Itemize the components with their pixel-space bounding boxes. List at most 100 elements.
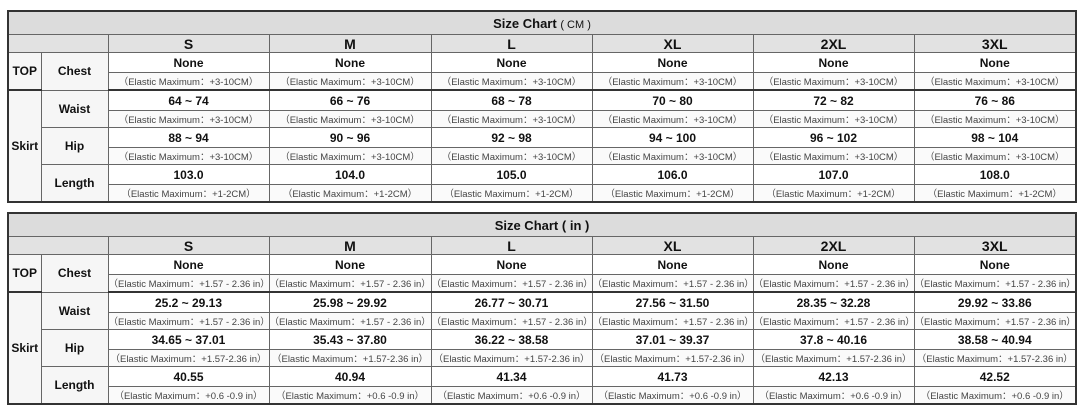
- elastic-note: （Elastic Maximum：+1.57-2.36 in）: [752, 349, 915, 367]
- elastic-note: （Elastic Maximum：+1.57 - 2.36 in）: [591, 274, 754, 293]
- measure-value: 68 ~ 78: [430, 89, 593, 111]
- elastic-note: （Elastic Maximum：+3-10CM）: [430, 147, 593, 165]
- measure-value: 107.0: [752, 164, 915, 185]
- note-row: （Elastic Maximum：+1.57 - 2.36 in） （Elasti…: [8, 274, 1077, 293]
- elastic-note: （Elastic Maximum：+1.57-2.36 in）: [913, 349, 1077, 367]
- size-header-3xl: 3XL: [913, 34, 1077, 53]
- elastic-note: （Elastic Maximum：+0.6 -0.9 in）: [752, 386, 915, 405]
- note-row: （Elastic Maximum：+1-2CM） （Elastic Maximum…: [8, 184, 1077, 203]
- measure-value: 29.92 ~ 33.86: [913, 291, 1077, 313]
- elastic-note: （Elastic Maximum：+3-10CM）: [591, 110, 754, 128]
- elastic-note: （Elastic Maximum：+3-10CM）: [752, 147, 915, 165]
- title-text: Size Chart: [493, 15, 557, 31]
- measure-row-waist: Skirt Waist 64 ~ 74 66 ~ 76 68 ~ 78 70 ~ 80 72…: [7, 89, 1077, 203]
- measure-value: 42.52: [913, 366, 1077, 387]
- elastic-note: （Elastic Maximum：+0.6 -0.9 in）: [913, 386, 1077, 405]
- measure-value: None: [913, 52, 1077, 73]
- measure-value: 92 ~ 98: [430, 127, 593, 148]
- measure-label: Chest: [40, 254, 109, 293]
- elastic-note: （Elastic Maximum：+0.6 -0.9 in）: [268, 386, 432, 405]
- size-header-xl: XL: [591, 34, 754, 53]
- elastic-note: （Elastic Maximum：+3-10CM）: [591, 72, 754, 91]
- measure-value: None: [107, 254, 270, 275]
- measure-value: 38.58 ~ 40.94: [913, 329, 1077, 350]
- size-header-2xl: 2XL: [752, 34, 915, 53]
- measure-row-waist: Skirt Waist 25.2 ~ 29.13 25.98 ~ 29.92 26.77…: [7, 291, 1077, 405]
- header-blank: [7, 34, 109, 53]
- elastic-note: （Elastic Maximum：+1-2CM）: [752, 184, 915, 203]
- measure-label: Length: [40, 366, 109, 405]
- group-label-top: TOP: [7, 52, 42, 91]
- measure-value: 35.43 ~ 37.80: [268, 329, 432, 350]
- measure-value: 36.22 ~ 38.58: [430, 329, 593, 350]
- title-unit: ( in ): [561, 217, 590, 233]
- measure-value: 42.13: [752, 366, 915, 387]
- elastic-note: （Elastic Maximum：+3-10CM）: [268, 72, 432, 91]
- title-unit: ( CM ): [560, 18, 591, 31]
- measure-label: Waist: [40, 89, 109, 128]
- title-row: Size Chart ( in ): [7, 212, 1077, 237]
- size-header-row: S M L XL 2XL 3XL: [7, 236, 1077, 255]
- measure-value: 28.35 ~ 32.28: [752, 291, 915, 313]
- measure-value: None: [913, 254, 1077, 275]
- measure-value: 90 ~ 96: [268, 127, 432, 148]
- measure-value: 94 ~ 100: [591, 127, 754, 148]
- elastic-note: （Elastic Maximum：+1.57 - 2.36 in）: [268, 274, 432, 293]
- size-header-row: S M L XL 2XL 3XL: [7, 34, 1077, 53]
- elastic-note: （Elastic Maximum：+1.57 - 2.36 in）: [107, 312, 270, 330]
- elastic-note: （Elastic Maximum：+1.57-2.36 in）: [268, 349, 432, 367]
- elastic-note: （Elastic Maximum：+3-10CM）: [913, 72, 1077, 91]
- size-header-s: S: [107, 34, 270, 53]
- measure-value: 108.0: [913, 164, 1077, 185]
- group-label-skirt: Skirt: [7, 89, 42, 203]
- measure-value: None: [268, 52, 432, 73]
- measure-value: None: [591, 52, 754, 73]
- elastic-note: （Elastic Maximum：+3-10CM）: [107, 72, 270, 91]
- elastic-note: （Elastic Maximum：+1-2CM）: [430, 184, 593, 203]
- note-row: （Elastic Maximum：+3-10CM） （Elastic Maximu…: [8, 72, 1077, 91]
- measure-value: 104.0: [268, 164, 432, 185]
- size-chart-cm-table: Size Chart ( CM ) S M L XL 2XL 3XL TOP Chest None…: [7, 10, 1077, 203]
- elastic-note: （Elastic Maximum：+3-10CM）: [430, 72, 593, 91]
- elastic-note: （Elastic Maximum：+1.57 - 2.36 in）: [268, 312, 432, 330]
- measure-row-chest: TOP Chest None None None None None None: [7, 254, 1077, 293]
- measure-value: 64 ~ 74: [107, 89, 270, 111]
- measure-value: 34.65 ~ 37.01: [107, 329, 270, 350]
- measure-row-length: Length 103.0 104.0 105.0 106.0 107.0 108.0: [8, 164, 1077, 203]
- size-chart-in-table: Size Chart ( in ) S M L XL 2XL 3XL TOP Chest None…: [7, 212, 1078, 405]
- elastic-note: （Elastic Maximum：+1.57 - 2.36 in）: [591, 312, 754, 330]
- measure-value: None: [107, 52, 270, 73]
- measure-value: 27.56 ~ 31.50: [591, 291, 754, 313]
- elastic-note: （Elastic Maximum：+3-10CM）: [430, 110, 593, 128]
- elastic-note: （Elastic Maximum：+1-2CM）: [107, 184, 270, 203]
- table-title: Size Chart ( in ): [7, 212, 1077, 237]
- elastic-note: （Elastic Maximum：+3-10CM）: [913, 110, 1077, 128]
- size-header-2xl: 2XL: [752, 236, 915, 255]
- measure-label: Hip: [40, 127, 109, 165]
- elastic-note: （Elastic Maximum：+3-10CM）: [752, 72, 915, 91]
- elastic-note: （Elastic Maximum：+3-10CM）: [107, 147, 270, 165]
- measure-value: 103.0: [107, 164, 270, 185]
- measure-label: Waist: [40, 291, 109, 330]
- measure-label: Hip: [40, 329, 109, 367]
- title-row: Size Chart ( CM ): [7, 10, 1077, 35]
- elastic-note: （Elastic Maximum：+3-10CM）: [268, 147, 432, 165]
- elastic-note: （Elastic Maximum：+3-10CM）: [913, 147, 1077, 165]
- measure-row-chest: TOP Chest None None None None None None: [7, 52, 1077, 91]
- measure-value: 40.94: [268, 366, 432, 387]
- measure-value: None: [591, 254, 754, 275]
- title-text: Size Chart: [494, 217, 559, 233]
- size-header-l: L: [430, 34, 593, 53]
- elastic-note: （Elastic Maximum：+1-2CM）: [913, 184, 1077, 203]
- measure-row-hip: Hip 88 ~ 94 90 ~ 96 92 ~ 98 94 ~ 100 96 ~ 102…: [8, 127, 1077, 165]
- measure-value: 72 ~ 82: [752, 89, 915, 111]
- elastic-note: （Elastic Maximum：+3-10CM）: [107, 110, 270, 128]
- elastic-note: （Elastic Maximum：+1.57-2.36 in）: [107, 349, 270, 367]
- elastic-note: （Elastic Maximum：+0.6 -0.9 in）: [430, 386, 593, 405]
- table-title: Size Chart ( CM ): [7, 10, 1077, 35]
- size-header-m: M: [268, 34, 432, 53]
- elastic-note: （Elastic Maximum：+1-2CM）: [268, 184, 432, 203]
- elastic-note: （Elastic Maximum：+3-10CM）: [591, 147, 754, 165]
- measure-value: 76 ~ 86: [913, 89, 1077, 111]
- measure-value: 25.98 ~ 29.92: [268, 291, 432, 313]
